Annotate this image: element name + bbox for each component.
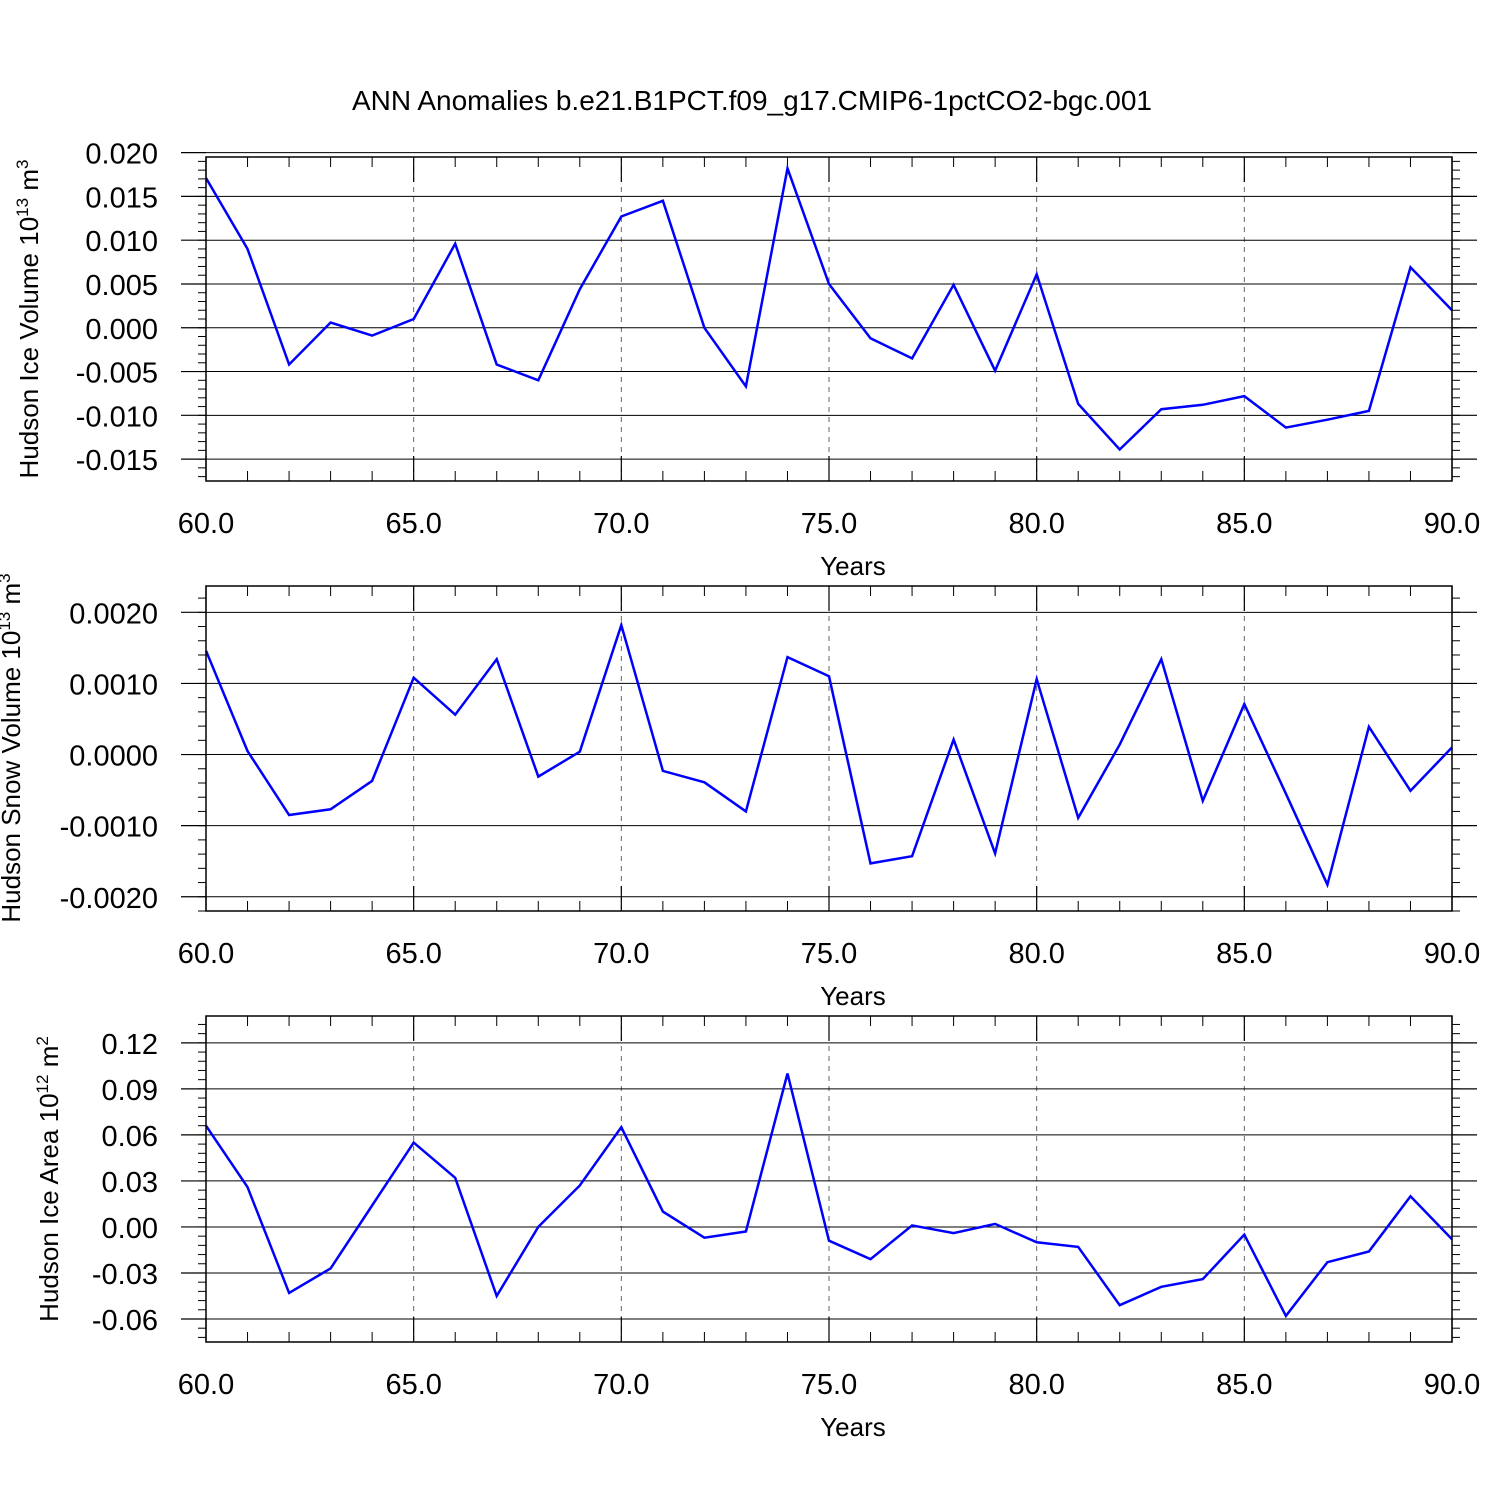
x-tick-label: 80.0 bbox=[1008, 508, 1064, 540]
y-tick-label: 0.12 bbox=[102, 1029, 158, 1061]
x-tick-label: 70.0 bbox=[593, 938, 649, 970]
panel-3: 0.12 0.09 0.06 0.03 0.00 -0.03 -0.06 60.0 65.0 70… bbox=[33, 1015, 1480, 1442]
y-tick-label: -0.0010 bbox=[60, 812, 158, 844]
y-tick-label: 0.0000 bbox=[69, 741, 158, 773]
x-tick-label: 75.0 bbox=[801, 1369, 857, 1401]
y-tick-label: 0.005 bbox=[85, 270, 158, 302]
x-tick-label: 90.0 bbox=[1424, 508, 1480, 540]
x-tick-label: 80.0 bbox=[1008, 1369, 1064, 1401]
y-tick-label: -0.010 bbox=[76, 401, 158, 433]
x-tick-label: 80.0 bbox=[1008, 938, 1064, 970]
y-tick-label: -0.005 bbox=[76, 358, 158, 390]
x-axis-label: Years bbox=[820, 1412, 886, 1442]
plot-frame bbox=[205, 1015, 1453, 1343]
x-tick-label: 75.0 bbox=[801, 938, 857, 970]
y-tick-label: 0.03 bbox=[102, 1167, 158, 1199]
chart-panels: 0.020 0.015 0.010 0.005 0.000 -0.005 -0.010 -0.… bbox=[0, 139, 1480, 1442]
series-line bbox=[204, 163, 1453, 452]
x-tick-label: 75.0 bbox=[801, 508, 857, 540]
series-line bbox=[204, 1073, 1453, 1319]
x-tick-label: 65.0 bbox=[385, 938, 441, 970]
y-tick-label: 0.09 bbox=[102, 1075, 158, 1107]
x-tick-label: 90.0 bbox=[1424, 938, 1480, 970]
x-tick-label: 70.0 bbox=[593, 1369, 649, 1401]
y-tick-label: 0.010 bbox=[85, 226, 158, 258]
x-tick-label: 90.0 bbox=[1424, 1369, 1480, 1401]
y-tick-label: 0.020 bbox=[85, 139, 158, 171]
y-tick-label: 0.015 bbox=[85, 182, 158, 214]
x-tick-label: 65.0 bbox=[385, 1369, 441, 1401]
x-tick-label: 85.0 bbox=[1216, 1369, 1272, 1401]
x-tick-label: 60.0 bbox=[178, 1369, 234, 1401]
y-tick-label: -0.03 bbox=[92, 1259, 158, 1291]
x-axis-label: Years bbox=[820, 981, 886, 1011]
y-tick-label: 0.06 bbox=[102, 1121, 158, 1153]
y-tick-label: -0.015 bbox=[76, 445, 158, 477]
x-tick-label: 65.0 bbox=[385, 508, 441, 540]
x-tick-label: 60.0 bbox=[178, 938, 234, 970]
y-tick-label: -0.06 bbox=[92, 1305, 158, 1337]
y-axis-label: Hudson Snow Volume 1013 m3 bbox=[0, 573, 26, 922]
x-axis-label: Years bbox=[820, 551, 886, 581]
panel-2: 0.0020 0.0010 0.0000 -0.0010 -0.0020 60.0 65.0… bbox=[0, 573, 1480, 1011]
y-axis-label: Hudson Ice Area 1012 m2 bbox=[33, 1036, 64, 1322]
y-tick-label: 0.0020 bbox=[69, 598, 158, 630]
y-tick-label: -0.0020 bbox=[60, 883, 158, 915]
x-tick-label: 85.0 bbox=[1216, 508, 1272, 540]
y-tick-label: 0.00 bbox=[102, 1213, 158, 1245]
plot-frame bbox=[205, 585, 1453, 912]
x-tick-label: 70.0 bbox=[593, 508, 649, 540]
x-tick-label: 85.0 bbox=[1216, 938, 1272, 970]
panel-1: 0.020 0.015 0.010 0.005 0.000 -0.005 -0.010 -0.… bbox=[13, 139, 1480, 581]
x-tick-label: 60.0 bbox=[178, 508, 234, 540]
y-tick-label: 0.0010 bbox=[69, 669, 158, 701]
series-line bbox=[204, 620, 1453, 889]
y-axis-label: Hudson Ice Volume 1013 m3 bbox=[13, 160, 44, 479]
y-tick-label: 0.000 bbox=[85, 314, 158, 346]
plot-frame bbox=[205, 156, 1453, 482]
figure-title: ANN Anomalies b.e21.B1PCT.f09_g17.CMIP6-… bbox=[352, 85, 1152, 116]
